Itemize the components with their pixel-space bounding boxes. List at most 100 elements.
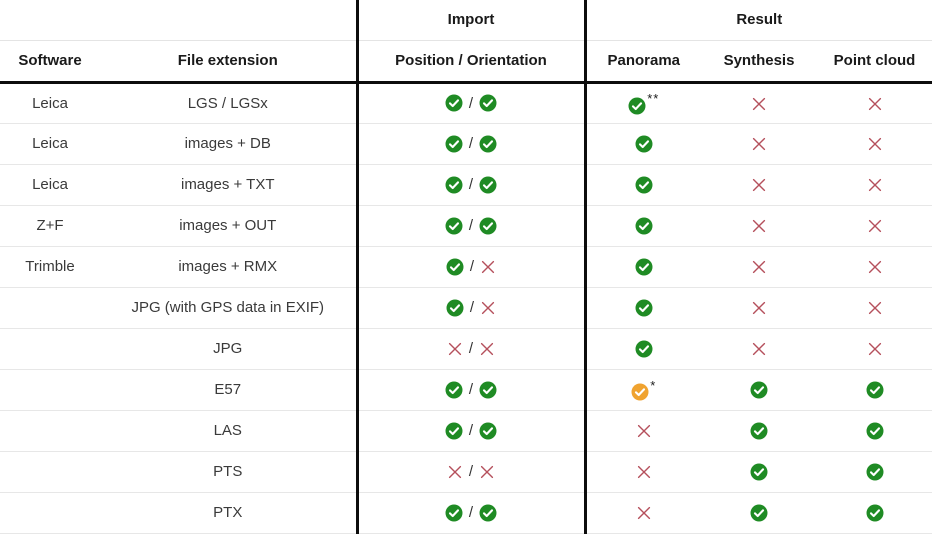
check-circle-icon <box>628 97 646 115</box>
table-row: Leica images + DB / <box>0 123 932 165</box>
table-row: Z+F images + OUT / <box>0 205 932 247</box>
cross-icon <box>448 465 462 478</box>
header-group-empty <box>0 0 357 41</box>
header-group-row: Import Result <box>0 0 932 41</box>
check-circle-icon <box>866 504 884 522</box>
cell-import-position-orientation: / <box>355 82 585 124</box>
check-circle-icon <box>479 94 497 112</box>
cell-synthesis <box>701 410 817 452</box>
cross-icon <box>752 301 766 315</box>
table-row: Leica LGS / LGSx / ** <box>0 82 932 124</box>
col-header-point-cloud: Point cloud <box>817 40 932 84</box>
col-header-position-orientation: Position / Orientation <box>355 40 585 84</box>
check-circle-icon <box>445 135 463 153</box>
check-circle-icon <box>635 135 653 153</box>
cell-synthesis <box>701 164 817 206</box>
check-circle-icon <box>866 463 884 481</box>
cell-point-cloud <box>817 287 932 329</box>
cell-point-cloud <box>817 492 932 534</box>
slash-separator: / <box>469 299 475 317</box>
table-row: PTX / <box>0 492 932 534</box>
cell-point-cloud <box>817 123 932 165</box>
cell-panorama <box>583 246 701 288</box>
header-group-result: Result <box>583 0 932 41</box>
cell-synthesis <box>701 287 817 329</box>
slash-separator: / <box>468 135 474 153</box>
check-circle-icon <box>445 176 463 194</box>
col-header-synthesis: Synthesis <box>701 40 817 84</box>
slash-separator: / <box>469 258 475 276</box>
check-circle-icon <box>479 176 497 194</box>
check-circle-icon <box>445 422 463 440</box>
cross-icon <box>868 301 881 315</box>
cell-software: Leica <box>0 123 100 165</box>
cell-panorama <box>583 410 701 452</box>
check-circle-icon <box>750 381 768 399</box>
cell-import-position-orientation: / <box>355 123 585 165</box>
cell-import-position-orientation: / <box>355 492 585 534</box>
col-header-file-extension: File extension <box>100 40 357 84</box>
check-circle-icon <box>479 381 497 399</box>
check-circle-icon <box>479 504 497 522</box>
cell-panorama <box>583 287 701 329</box>
cell-import-position-orientation: / <box>355 369 585 411</box>
cross-icon <box>752 137 766 151</box>
cell-panorama <box>583 451 701 493</box>
cell-software <box>0 410 100 452</box>
table-row: E57 / * <box>0 369 932 411</box>
cell-software <box>0 369 100 411</box>
cross-icon <box>752 97 766 110</box>
table-body: Leica LGS / LGSx / ** Leica images + DB / Leica… <box>0 82 932 534</box>
check-circle-icon <box>446 299 464 317</box>
cell-import-position-orientation: / <box>355 328 585 370</box>
cell-software <box>0 328 100 370</box>
check-circle-icon <box>445 94 463 112</box>
check-circle-icon <box>750 463 768 481</box>
cell-synthesis <box>701 123 817 165</box>
cross-icon <box>637 506 650 520</box>
check-circle-icon <box>446 258 464 276</box>
col-header-panorama: Panorama <box>583 40 701 84</box>
table-row: PTS / <box>0 451 932 493</box>
cell-panorama <box>583 123 701 165</box>
cell-synthesis <box>701 369 817 411</box>
cell-file-extension: PTS <box>100 451 357 493</box>
cell-file-extension: images + RMX <box>100 246 357 288</box>
cross-icon <box>868 97 881 110</box>
cross-icon <box>637 424 650 438</box>
cell-import-position-orientation: / <box>355 205 585 247</box>
cell-panorama <box>583 164 701 206</box>
cell-file-extension: images + DB <box>100 123 357 165</box>
cross-icon <box>868 219 881 233</box>
cell-point-cloud <box>817 369 932 411</box>
header-group-import: Import <box>355 0 585 41</box>
cell-synthesis <box>701 451 817 493</box>
cell-synthesis <box>701 492 817 534</box>
check-circle-icon <box>479 422 497 440</box>
cell-software: Leica <box>0 164 100 206</box>
check-circle-icon <box>635 299 653 317</box>
cell-file-extension: images + OUT <box>100 205 357 247</box>
table-row: LAS / <box>0 410 932 452</box>
slash-separator: / <box>468 217 474 235</box>
cell-software <box>0 451 100 493</box>
cell-import-position-orientation: / <box>355 451 585 493</box>
check-circle-icon <box>635 258 653 276</box>
table-row: Trimble images + RMX / <box>0 246 932 288</box>
slash-separator: / <box>468 422 474 440</box>
check-circle-icon <box>635 176 653 194</box>
cross-icon <box>480 465 494 478</box>
cell-point-cloud <box>817 164 932 206</box>
slash-separator: / <box>468 340 474 358</box>
cell-panorama: ** <box>583 82 701 124</box>
cross-icon <box>868 137 881 151</box>
cell-point-cloud <box>817 205 932 247</box>
slash-separator: / <box>468 176 474 194</box>
check-circle-icon <box>445 381 463 399</box>
slash-separator: / <box>468 381 474 399</box>
cell-panorama <box>583 492 701 534</box>
check-circle-icon <box>635 217 653 235</box>
check-circle-icon <box>750 504 768 522</box>
cross-icon <box>868 342 881 356</box>
